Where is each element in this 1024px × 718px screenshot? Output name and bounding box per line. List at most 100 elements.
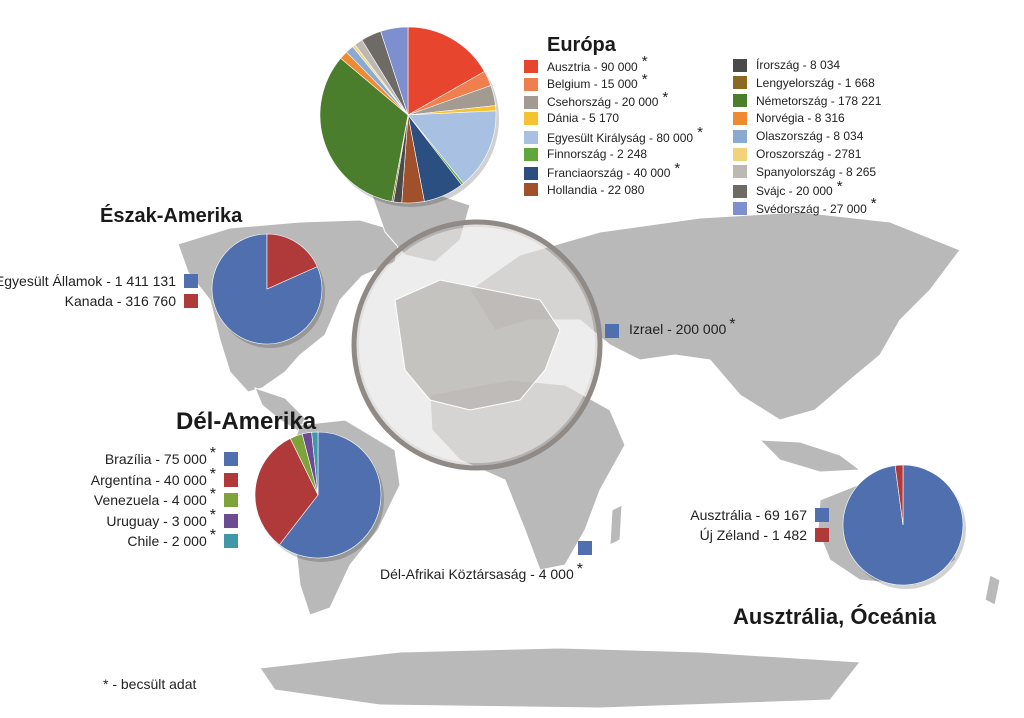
- north-america-legend-item: Egyesült Államok - 1 411 131: [0, 273, 198, 289]
- legend-label: Chile - 2 000: [127, 533, 207, 549]
- estimate-star: *: [729, 316, 736, 333]
- south-america-title: Dél-Amerika: [176, 408, 317, 435]
- legend-label: Ausztria - 90 000: [547, 59, 638, 74]
- oceania-legend-item: Ausztrália - 69 167: [690, 507, 829, 523]
- south-america-pie: [254, 431, 384, 562]
- legend-label: Uruguay - 3 000: [106, 512, 207, 529]
- legend-swatch: [733, 147, 747, 161]
- legend-swatch: [224, 493, 238, 507]
- legend-label: Brazília - 75 000: [104, 451, 207, 467]
- south-america-slice-chile: [311, 431, 319, 496]
- legend-label: Finnország - 2 248: [547, 147, 648, 161]
- legend-swatch: [733, 184, 747, 198]
- legend-swatch: [224, 452, 238, 466]
- legend-swatch: [524, 183, 538, 197]
- europe-legend-item: Németország - 178 221: [733, 94, 881, 108]
- indonesia-landmass: [758, 439, 862, 473]
- europe-legend-item: Franciaország - 40 000 *: [524, 160, 680, 182]
- europe-slice-németország: [319, 57, 409, 202]
- europe-legend-item: Belgium - 15 000 *: [524, 71, 648, 93]
- legend-swatch: [815, 508, 829, 522]
- south-africa-label: Dél-Afrikai Köztársaság - 4 000 *: [380, 561, 583, 582]
- eurasia-landmass: [469, 211, 961, 421]
- legend-swatch: [524, 131, 538, 145]
- estimate-star: *: [641, 53, 648, 70]
- europe-legend-item: Finnország - 2 248: [524, 147, 647, 161]
- antarctica-landmass: [259, 647, 861, 709]
- south-america-slice-argentína: [254, 438, 319, 546]
- estimate-star: *: [641, 70, 648, 88]
- north-america-pie: [211, 233, 325, 348]
- europe-legend-item: Írország - 8 034: [733, 58, 840, 72]
- legend-swatch: [524, 111, 538, 125]
- estimate-star: *: [209, 445, 216, 462]
- legend-label: Olaszország - 8 034: [756, 129, 864, 144]
- estimate-star: *: [697, 124, 703, 142]
- legend-swatch: [733, 94, 747, 108]
- legend-label: Hollandia - 22 080: [547, 182, 645, 197]
- legend-swatch: [224, 513, 238, 528]
- madagascar-landmass: [609, 504, 623, 546]
- oceania-pie: [842, 464, 966, 589]
- europe-legend-item: Norvégia - 8 316: [733, 111, 845, 125]
- estimate-star: *: [662, 88, 669, 106]
- south-america-legend-item: Venezuela - 4 000 *: [93, 486, 238, 509]
- estimate-star: *: [209, 527, 216, 544]
- legend-label: Argentína - 40 000: [90, 471, 207, 488]
- europe-slice-svédország: [380, 26, 409, 116]
- legend-swatch: [524, 147, 538, 161]
- south-america-legend-item: Uruguay - 3 000 *: [106, 507, 238, 530]
- north-america-title: Észak-Amerika: [100, 205, 243, 227]
- legend-label: Egyesült Államok - 1 411 131: [0, 273, 176, 289]
- legend-label: Belgium - 15 000: [547, 77, 638, 92]
- legend-swatch: [733, 76, 747, 90]
- legend-swatch: [184, 294, 198, 308]
- legend-swatch: [524, 95, 538, 109]
- oceania-legend-item: Új Zéland - 1 482: [700, 527, 829, 543]
- europe-pie: [319, 26, 499, 207]
- legend-swatch: [733, 111, 747, 125]
- africa-landmass: [429, 379, 626, 571]
- legend-swatch: [733, 58, 747, 72]
- legend-label: Ausztrália - 69 167: [690, 507, 807, 523]
- europe-legend-item: Hollandia - 22 080: [524, 183, 644, 197]
- europe-legend-item: Ausztria - 90 000 *: [524, 53, 648, 75]
- oceania-title: Ausztrália, Óceánia: [733, 604, 936, 629]
- estimate-star: *: [674, 159, 681, 177]
- north-america-slice-kanada: [266, 233, 318, 290]
- europe-legend-item: Lengyelország - 1 668: [733, 76, 875, 90]
- footnote: * - becsült adat: [103, 676, 197, 692]
- legend-label: Svédország - 27 000: [756, 201, 867, 216]
- south-africa-marker: [578, 541, 592, 555]
- europe-legend-item: Dánia - 5 170: [524, 111, 619, 125]
- legend-label: Új Zéland - 1 482: [699, 527, 807, 543]
- legend-swatch: [524, 166, 538, 180]
- europe-legend-item: Oroszország - 2781: [733, 147, 861, 161]
- legend-label: Venezuela - 4 000: [93, 492, 207, 508]
- estimate-star: *: [209, 465, 216, 483]
- legend-label: Spanyolország - 8 265: [756, 164, 877, 179]
- legend-swatch: [815, 528, 829, 542]
- europe-legend-item: Svájc - 20 000 *: [733, 178, 843, 200]
- legend-swatch: [184, 274, 198, 288]
- europe-slice-ausztria: [407, 26, 485, 116]
- europe-slice-egyesült-királyság: [407, 110, 497, 184]
- legend-label: Dánia - 5 170: [547, 111, 620, 126]
- legend-swatch: [733, 202, 747, 216]
- legend-label: Svájc - 20 000: [756, 184, 833, 199]
- legend-swatch: [733, 165, 747, 179]
- europe-legend-item: Egyesült Királyság - 80 000 *: [524, 124, 703, 146]
- estimate-star: *: [209, 506, 216, 524]
- europe-legend-item: Olaszország - 8 034: [733, 129, 863, 143]
- legend-swatch: [224, 472, 238, 487]
- legend-label: Norvégia - 8 316: [756, 111, 845, 126]
- south-america-legend-item: Argentína - 40 000 *: [90, 466, 238, 489]
- legend-swatch: [224, 534, 238, 548]
- europe-legend-item: Csehország - 20 000 *: [524, 89, 668, 111]
- legend-label: Csehország - 20 000: [547, 95, 659, 110]
- south-america-legend-item: Brazília - 75 000 *: [104, 445, 238, 468]
- legend-label: Kanada - 316 760: [64, 293, 176, 309]
- north-america-legend-item: Kanada - 316 760: [65, 293, 198, 309]
- legend-label: Írország - 8 034: [756, 58, 841, 72]
